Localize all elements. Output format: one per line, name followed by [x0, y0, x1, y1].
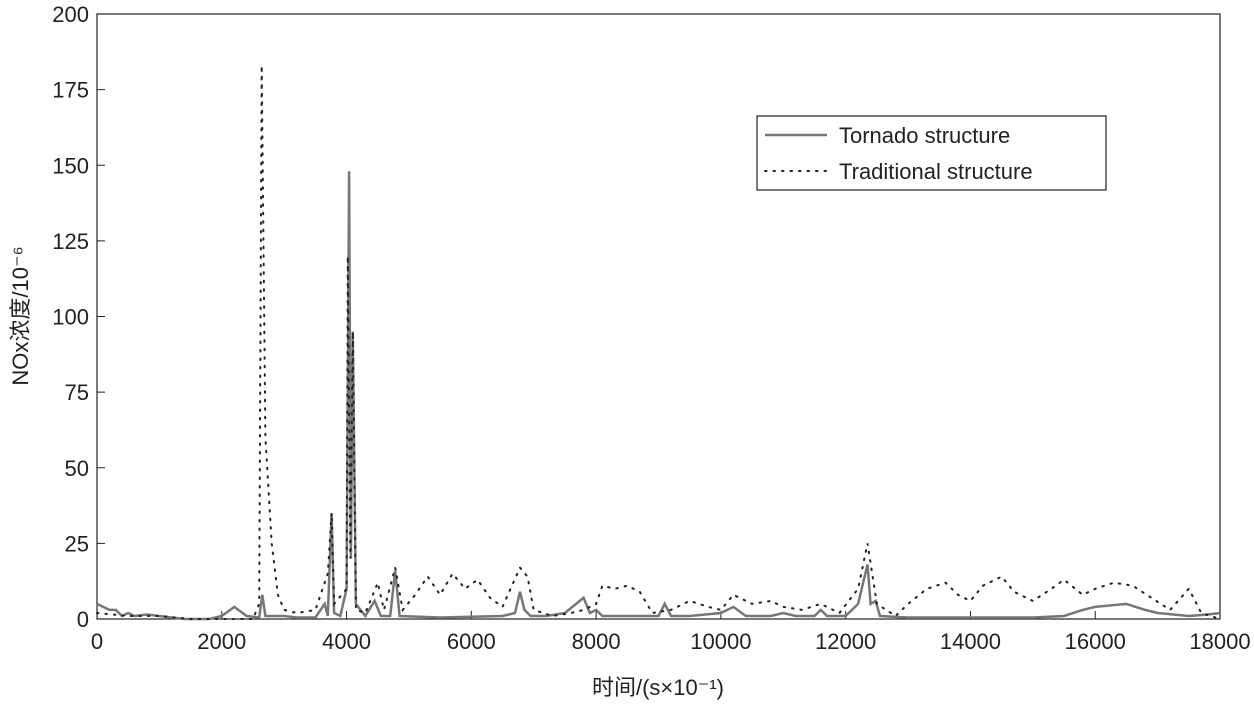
- legend-label: Traditional structure: [839, 159, 1033, 184]
- legend-label: Tornado structure: [839, 123, 1010, 148]
- y-tick-label: 125: [52, 229, 89, 254]
- y-tick-label: 150: [52, 153, 89, 178]
- y-tick-label: 200: [52, 2, 89, 27]
- x-tick-label: 0: [91, 629, 103, 654]
- x-tick-label: 18000: [1189, 629, 1250, 654]
- plot-frame: [96, 13, 1221, 620]
- x-tick-label: 4000: [322, 629, 371, 654]
- y-tick-label: 25: [65, 531, 89, 556]
- series-line: [96, 65, 1221, 620]
- legend-box: [756, 115, 1107, 191]
- y-tick-label: 100: [52, 305, 89, 330]
- x-tick-label: 10000: [690, 629, 751, 654]
- y-tick-label: 0: [77, 607, 89, 632]
- x-tick-label: 8000: [572, 629, 621, 654]
- x-tick-label: 6000: [447, 629, 496, 654]
- series-line: [96, 171, 1221, 621]
- y-axis-label: NOx浓度/10⁻⁶: [8, 246, 33, 385]
- x-tick-label: 14000: [940, 629, 1001, 654]
- x-tick-label: 12000: [815, 629, 876, 654]
- x-tick-label: 16000: [1065, 629, 1126, 654]
- y-tick-label: 50: [65, 456, 89, 481]
- x-axis-label: 时间/(s×10⁻¹): [592, 675, 724, 700]
- y-tick-label: 175: [52, 78, 89, 103]
- y-tick-label: 75: [65, 380, 89, 405]
- x-tick-label: 2000: [197, 629, 246, 654]
